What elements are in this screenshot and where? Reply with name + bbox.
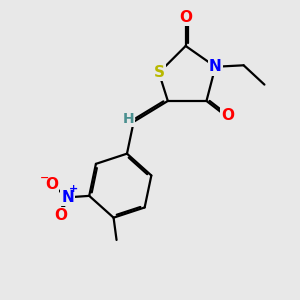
Text: +: +: [69, 184, 78, 194]
Text: O: O: [221, 108, 234, 123]
Text: −: −: [40, 173, 50, 183]
Text: O: O: [45, 177, 58, 192]
Text: N: N: [61, 190, 74, 205]
Text: H: H: [122, 112, 134, 126]
Text: S: S: [153, 65, 164, 80]
Text: O: O: [179, 10, 192, 25]
Text: O: O: [54, 208, 67, 223]
Text: N: N: [209, 59, 222, 74]
